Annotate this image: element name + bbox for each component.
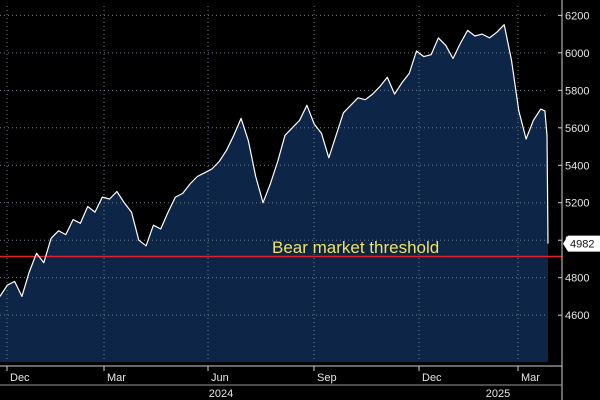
y-tick-label: 6000 bbox=[565, 48, 589, 60]
y-tick-label: 4800 bbox=[565, 273, 589, 285]
last-value-layer: 4982 bbox=[563, 235, 600, 252]
x-tick-label: Jun bbox=[211, 372, 229, 384]
last-value-label: 4982 bbox=[570, 239, 594, 251]
grid-layer bbox=[0, 6, 548, 362]
y-tick-label: 5800 bbox=[565, 85, 589, 97]
x-year-label: 2024 bbox=[209, 388, 233, 400]
x-tick-label: Sep bbox=[317, 372, 337, 384]
y-tick-label: 5400 bbox=[565, 160, 589, 172]
y-tick-label: 4600 bbox=[565, 310, 589, 322]
x-tick-label: Mar bbox=[521, 372, 540, 384]
series-line bbox=[0, 24, 549, 297]
x-tick-label: Dec bbox=[422, 372, 442, 384]
y-tick-label: 6200 bbox=[565, 10, 589, 22]
x-tick-label: Dec bbox=[10, 372, 30, 384]
last-value-tag bbox=[563, 235, 600, 252]
y-tick-label: 5200 bbox=[565, 198, 589, 210]
x-tick-label: Mar bbox=[107, 372, 126, 384]
threshold-annotation: Bear market threshold bbox=[272, 238, 439, 257]
line-layer bbox=[0, 24, 549, 297]
y-tick-label: 5600 bbox=[565, 123, 589, 135]
x-year-label: 2025 bbox=[486, 388, 510, 400]
